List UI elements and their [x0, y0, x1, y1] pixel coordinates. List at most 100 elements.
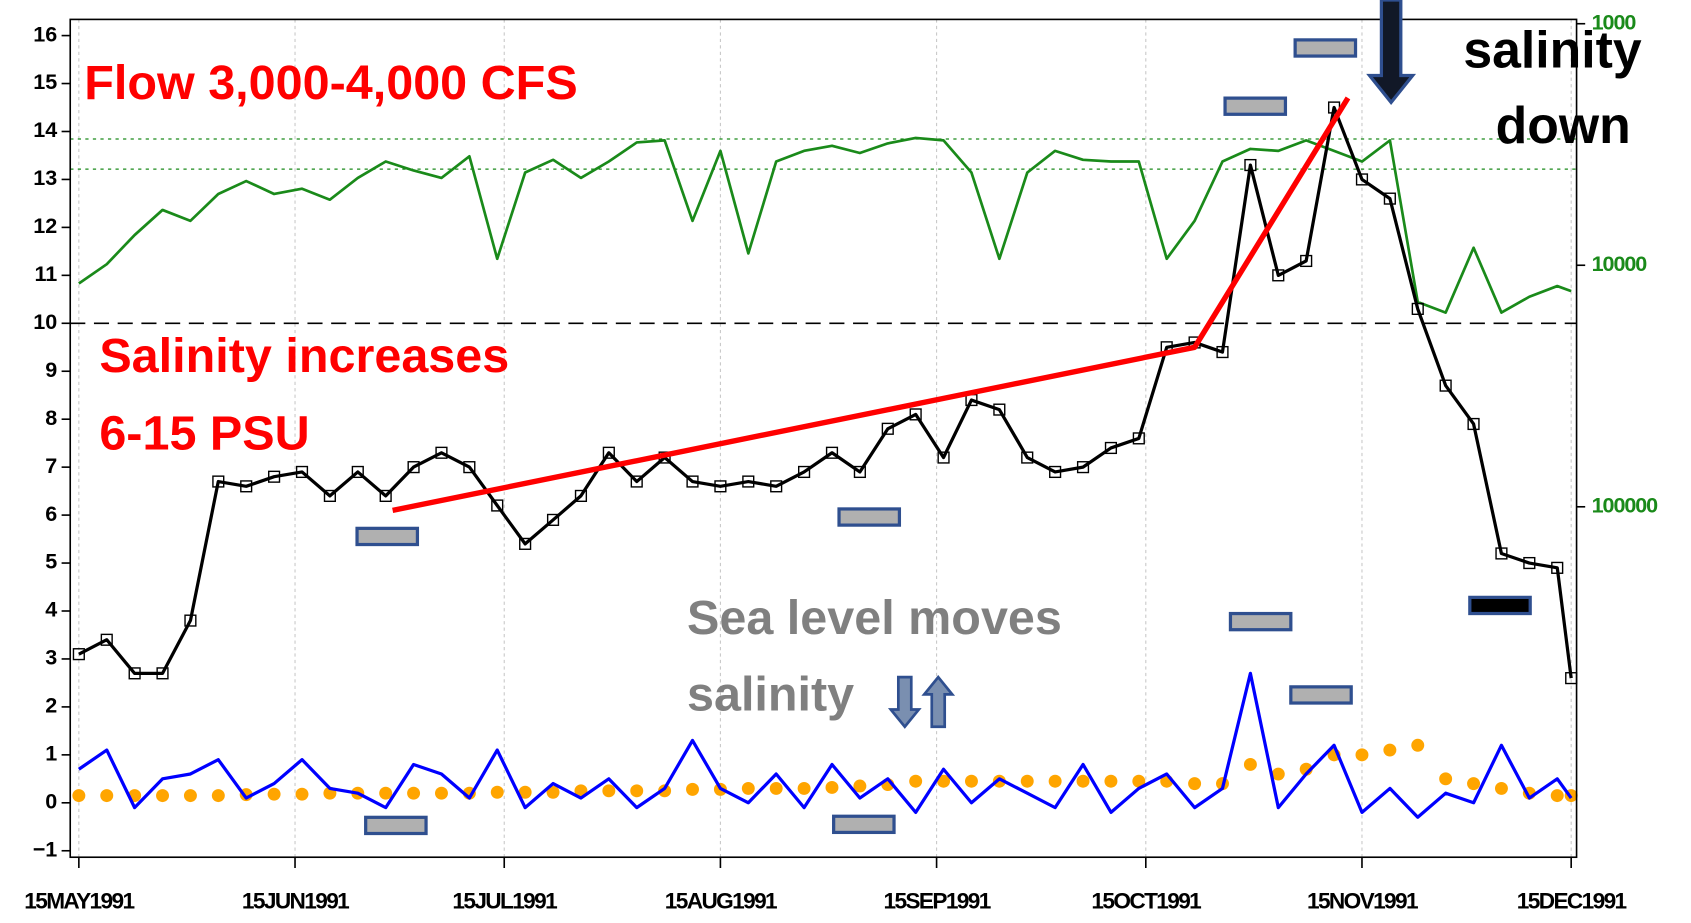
- data-point: [937, 774, 951, 788]
- data-marker: [630, 475, 643, 488]
- data-point: [407, 786, 421, 800]
- data-marker: [240, 480, 253, 493]
- data-marker: [742, 475, 755, 488]
- data-point: [741, 781, 755, 795]
- data-marker: [825, 446, 839, 459]
- y-tick-label: 6: [45, 501, 57, 526]
- data-point: [964, 774, 978, 788]
- data-point: [658, 784, 672, 798]
- data-marker: [323, 489, 336, 503]
- tide-marker: [837, 507, 902, 527]
- up-down-arrows: [887, 675, 956, 729]
- tide-marker: [1223, 96, 1288, 116]
- x-tick-label: 15SEP1991: [883, 888, 990, 913]
- data-point: [992, 774, 1006, 788]
- data-point: [1104, 774, 1118, 788]
- x-tick-label: 15NOV1991: [1307, 888, 1418, 913]
- trend-line: [392, 96, 1351, 513]
- data-point: [72, 789, 86, 803]
- y-tick-label: 5: [45, 549, 57, 574]
- series-line: [78, 136, 1572, 314]
- series-line: [78, 105, 1573, 679]
- y-tick-label: −1: [33, 836, 58, 861]
- data-point: [602, 784, 616, 798]
- data-marker: [602, 446, 615, 459]
- data-point: [1439, 772, 1453, 786]
- data-marker: [351, 465, 364, 479]
- data-point: [435, 786, 448, 800]
- data-point: [1411, 738, 1425, 752]
- data-point: [686, 782, 699, 796]
- data-point: [769, 781, 783, 795]
- axes: 15MAY1991 15JUN1991 15JUL1991 15AUG1991 15SE…: [24, 9, 1659, 913]
- x-tick-label: 15DEC1991: [1517, 888, 1627, 913]
- y-tick-label: 0: [45, 788, 57, 813]
- y-tick-label: 11: [35, 261, 58, 286]
- data-marker: [295, 465, 309, 479]
- data-point: [797, 781, 811, 795]
- annotation: salinity: [1463, 21, 1642, 79]
- data-marker: [686, 475, 699, 488]
- plot-frame: [69, 18, 1578, 859]
- series-line: [77, 671, 1573, 819]
- data-marker: [881, 422, 894, 435]
- data-marker: [993, 403, 1006, 416]
- data-point: [1132, 774, 1146, 788]
- data-marker: [1216, 345, 1229, 359]
- tide-marker: [1228, 611, 1293, 632]
- data-marker: [1049, 465, 1062, 479]
- data-marker: [574, 489, 588, 503]
- data-point: [518, 785, 532, 799]
- data-marker: [1411, 302, 1424, 315]
- data-point: [909, 774, 923, 788]
- tide-marker: [1289, 685, 1353, 705]
- y-tick-label: 3: [45, 645, 57, 670]
- x-tick-label: 15JUL1991: [452, 888, 557, 913]
- data-point: [853, 779, 867, 793]
- data-point: [1048, 774, 1062, 788]
- data-marker: [1300, 254, 1313, 268]
- annotation: 6-15 PSU: [99, 407, 309, 461]
- data-marker: [1495, 547, 1508, 560]
- down-arrow: [1366, 0, 1417, 106]
- y-tick-label: 8: [45, 405, 57, 430]
- tide-markers: [355, 38, 1532, 836]
- data-point: [1383, 743, 1397, 757]
- y-tick-label: 12: [33, 213, 57, 238]
- data-point: [1243, 757, 1257, 771]
- data-point: [546, 785, 560, 799]
- data-marker: [1021, 451, 1034, 464]
- data-marker: [546, 513, 560, 526]
- y-tick-label: 13: [33, 165, 57, 190]
- data-marker: [937, 451, 950, 464]
- data-point: [1467, 777, 1481, 791]
- data-marker: [379, 489, 392, 503]
- data-point: [1550, 789, 1564, 803]
- data-point: [156, 789, 170, 803]
- data-point: [630, 784, 644, 798]
- series: [72, 96, 1578, 819]
- x-tick-label: 15JUN1991: [242, 888, 349, 913]
- data-point: [211, 789, 225, 803]
- data-point: [1355, 748, 1369, 762]
- annotation: down: [1496, 96, 1631, 154]
- y-tick-label: 7: [45, 453, 57, 478]
- tide-marker: [832, 814, 896, 835]
- data-marker: [268, 470, 281, 483]
- y-tick-label: 14: [33, 117, 57, 142]
- data-point: [379, 786, 393, 800]
- data-marker: [714, 480, 727, 493]
- x-tick-label: 15AUG1991: [665, 888, 777, 913]
- tide-marker: [364, 815, 428, 836]
- data-marker: [128, 667, 141, 680]
- data-point: [1020, 774, 1034, 788]
- data-marker: [1272, 269, 1285, 282]
- data-marker: [407, 461, 420, 474]
- data-marker: [463, 461, 476, 474]
- data-point: [1494, 781, 1508, 795]
- data-point: [183, 789, 197, 803]
- data-marker: [798, 465, 811, 479]
- y-tick-label: 10: [33, 309, 57, 334]
- y2-tick-label: 100000: [1592, 492, 1659, 517]
